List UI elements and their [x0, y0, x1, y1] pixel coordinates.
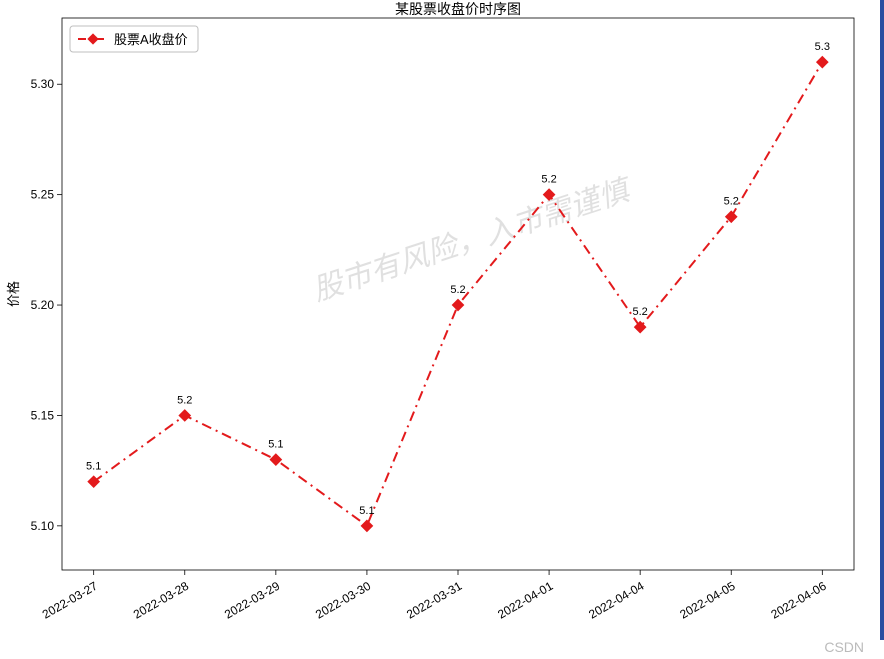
y-tick-label: 5.15 — [31, 408, 55, 422]
x-tick-label: 2022-03-28 — [131, 579, 191, 622]
chart-title: 某股票收盘价时序图 — [395, 1, 521, 17]
x-tick-label: 2022-04-05 — [677, 579, 737, 622]
data-point — [361, 520, 372, 531]
right-accent-bar — [880, 0, 884, 640]
x-tick-label: 2022-03-30 — [313, 579, 373, 622]
data-label: 5.2 — [541, 174, 556, 186]
chart-svg: 某股票收盘价时序图价格 5.10 5.15 5.20 5.25 5.30 2022-03-2… — [0, 0, 884, 659]
data-label: 5.2 — [633, 306, 648, 318]
y-tick-label: 5.20 — [31, 298, 55, 312]
y-axis-label: 价格 — [6, 281, 21, 307]
footer-watermark: CSDN — [824, 639, 864, 655]
data-label: 5.1 — [268, 439, 283, 451]
x-tick-label: 2022-03-31 — [404, 579, 464, 622]
data-point — [452, 299, 463, 310]
y-tick-label: 5.10 — [31, 519, 55, 533]
data-label: 5.2 — [450, 284, 465, 296]
data-label: 5.2 — [724, 196, 739, 208]
legend-label: 股票A收盘价 — [114, 32, 188, 47]
data-point — [817, 57, 828, 68]
x-tick-label: 2022-04-01 — [495, 579, 555, 622]
data-point — [179, 410, 190, 421]
x-tick-label: 2022-04-06 — [768, 579, 828, 622]
data-label: 5.3 — [815, 41, 830, 53]
y-tick-label: 5.25 — [31, 188, 55, 202]
y-tick-label: 5.30 — [31, 77, 55, 91]
data-label: 5.1 — [359, 505, 374, 517]
x-tick-label: 2022-04-04 — [586, 579, 646, 622]
data-label: 5.2 — [177, 394, 192, 406]
chart-frame: 某股票收盘价时序图价格 5.10 5.15 5.20 5.25 5.30 2022-03-2… — [0, 0, 884, 659]
data-point — [270, 454, 281, 465]
x-tick-label: 2022-03-27 — [40, 579, 100, 622]
data-label: 5.1 — [86, 461, 101, 473]
x-tick-label: 2022-03-29 — [222, 579, 282, 622]
